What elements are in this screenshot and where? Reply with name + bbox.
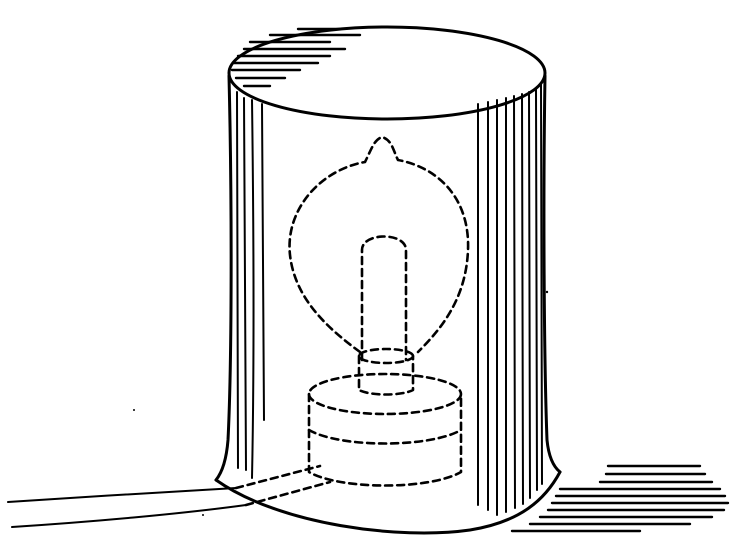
power-cord	[8, 466, 330, 527]
lamp-socket-neck	[359, 349, 413, 395]
shade-left-shading	[237, 92, 264, 478]
lamp-bulb	[290, 137, 469, 360]
shade-right-shading	[478, 84, 542, 515]
floor-shadow	[512, 466, 728, 531]
shade-body	[216, 76, 560, 533]
lamp-base	[309, 374, 461, 486]
shade-top-hatching	[232, 29, 360, 86]
